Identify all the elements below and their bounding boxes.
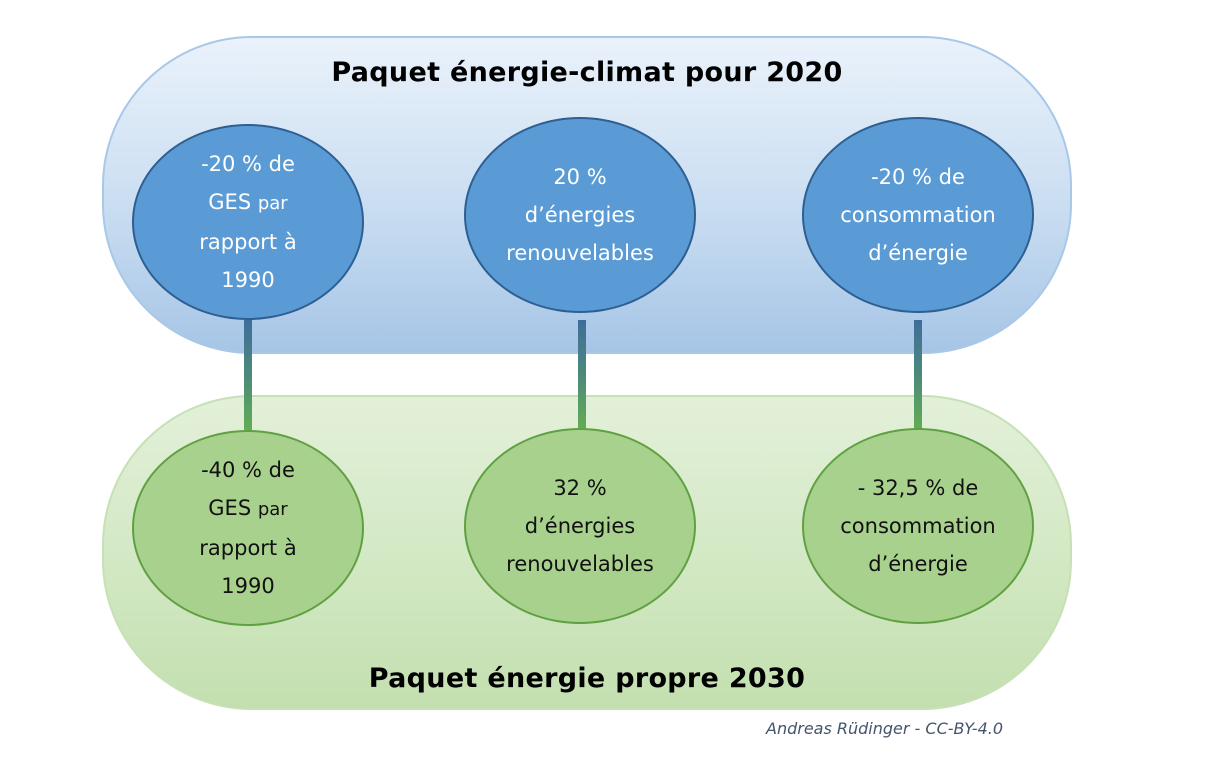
circle-text-line: consommation bbox=[840, 514, 996, 538]
circle-text-line: -20 % de bbox=[201, 152, 295, 176]
par-label: par bbox=[257, 193, 288, 214]
connector-ges bbox=[244, 320, 252, 430]
circle-2020-renouvelables: 20 % d’énergies renouvelables bbox=[464, 117, 696, 313]
credit-text: Andreas Rüdinger - CC-BY-4.0 bbox=[766, 719, 1004, 738]
circle-text-line: consommation bbox=[840, 203, 996, 227]
circle-2020-ges: -20 % de GES par rapport à 1990 bbox=[132, 124, 364, 320]
circle-text-line: d’énergies bbox=[524, 514, 636, 538]
ges-label: GES bbox=[208, 190, 252, 214]
ges-label: GES bbox=[208, 496, 252, 520]
circle-text-line: -20 % de bbox=[871, 165, 965, 189]
connector-renouvelables bbox=[578, 320, 586, 430]
circle-text-line: - 32,5 % de bbox=[857, 476, 979, 500]
circle-2030-ges: -40 % de GES par rapport à 1990 bbox=[132, 430, 364, 626]
circle-text-line: -40 % de bbox=[201, 458, 295, 482]
circle-text-line: rapport à bbox=[199, 536, 297, 560]
par-label: par bbox=[257, 499, 288, 520]
circle-text-line: 20 % bbox=[553, 165, 607, 189]
panel-title-2030: Paquet énergie propre 2030 bbox=[368, 663, 806, 694]
circle-2030-consommation: - 32,5 % de consommation d’énergie bbox=[802, 428, 1034, 624]
circle-text-line: 1990 bbox=[221, 574, 275, 598]
circle-text-line: renouvelables bbox=[506, 552, 654, 576]
circle-text-line: d’énergie bbox=[868, 552, 968, 576]
circle-text-line: 1990 bbox=[221, 268, 275, 292]
circle-text-line-ges: GES par bbox=[199, 489, 296, 529]
circle-text-line-ges: GES par bbox=[199, 183, 296, 223]
circle-2030-renouvelables: 32 % d’énergies renouvelables bbox=[464, 428, 696, 624]
circle-text-line: d’énergie bbox=[868, 241, 968, 265]
connector-consommation bbox=[914, 320, 922, 430]
circle-text-line: renouvelables bbox=[506, 241, 654, 265]
circle-text-line: d’énergies bbox=[524, 203, 636, 227]
panel-title-2020: Paquet énergie-climat pour 2020 bbox=[331, 57, 843, 88]
circle-text-line: rapport à bbox=[199, 230, 297, 254]
circle-2020-consommation: -20 % de consommation d’énergie bbox=[802, 117, 1034, 313]
circle-text-line: 32 % bbox=[553, 476, 607, 500]
